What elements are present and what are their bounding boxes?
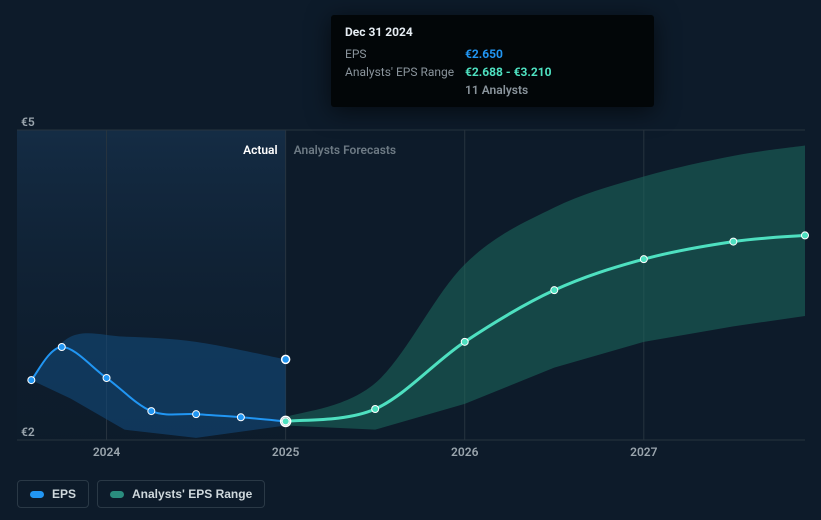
- legend-swatch-range: [110, 491, 124, 498]
- legend-toggle-eps[interactable]: EPS: [17, 480, 89, 508]
- svg-text:€2: €2: [21, 425, 35, 439]
- legend-swatch-eps: [30, 491, 44, 498]
- svg-text:2025: 2025: [272, 445, 300, 459]
- svg-text:€5: €5: [21, 115, 35, 129]
- legend-label: Analysts' EPS Range: [132, 487, 252, 501]
- chart-svg: €2 €5 2024 2025 2026 2027 Actual Analysts Forec…: [0, 0, 821, 520]
- legend-bar: EPS Analysts' EPS Range: [17, 480, 265, 508]
- svg-text:2026: 2026: [451, 445, 479, 459]
- svg-text:2027: 2027: [630, 445, 658, 459]
- svg-text:2024: 2024: [93, 445, 121, 459]
- svg-text:Actual: Actual: [243, 143, 278, 157]
- legend-label: EPS: [52, 487, 76, 501]
- eps-forecast-chart: { "chart": { "type": "line-with-range-ba…: [0, 0, 821, 520]
- svg-text:Analysts Forecasts: Analysts Forecasts: [294, 143, 396, 157]
- legend-toggle-range[interactable]: Analysts' EPS Range: [97, 480, 265, 508]
